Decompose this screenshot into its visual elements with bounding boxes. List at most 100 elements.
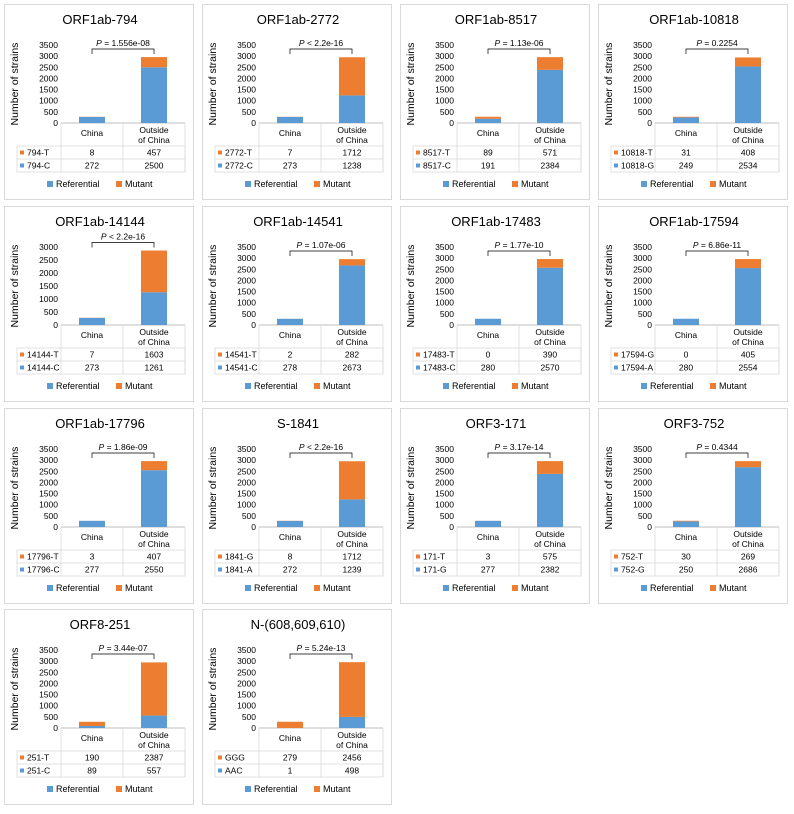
series-name: 17483-T — [423, 350, 455, 360]
legend-label-mutant: Mutant — [125, 784, 153, 794]
bar-referential — [141, 292, 167, 325]
bar-referential — [537, 69, 563, 123]
y-tick-label: 2000 — [633, 275, 652, 285]
legend-label-mutant: Mutant — [719, 381, 747, 391]
data-label: 2500 — [145, 161, 164, 171]
data-label: 1238 — [343, 161, 362, 171]
chart-title: ORF3-171 — [466, 416, 527, 431]
chart-title: ORF1ab-2772 — [257, 12, 339, 27]
legend-key — [20, 352, 24, 357]
legend-key — [614, 150, 618, 155]
table-header-outside: of China — [732, 135, 764, 145]
chart-panel: ORF1ab-794 Number of strains 0 500 1000 1500 2… — [4, 4, 194, 200]
legend-swatch-mutant — [116, 181, 122, 187]
bar-referential — [475, 118, 501, 123]
chart-panel: ORF1ab-2772 Number of strains 0 500 1000 1500… — [202, 4, 392, 200]
chart-panel: ORF3-752 Number of strains 0 500 1000 1500 200… — [598, 408, 788, 604]
y-tick-label: 2500 — [435, 62, 454, 72]
chart-panel: S-1841 Number of strains 0 500 1000 1500 2000 2… — [202, 408, 392, 604]
table-header-outside: of China — [732, 337, 764, 347]
y-axis-label: Number of strains — [9, 245, 21, 328]
series-name: 251-C — [27, 766, 50, 776]
y-tick-label: 2500 — [633, 466, 652, 476]
table-header-outside: of China — [138, 135, 170, 145]
y-tick-label: 0 — [53, 723, 58, 733]
y-tick-label: 3000 — [633, 455, 652, 465]
legend-key — [218, 365, 222, 370]
y-tick-label: 0 — [449, 522, 454, 532]
y-tick-label: 0 — [53, 118, 58, 128]
table-header-china: China — [675, 330, 697, 340]
significance-bracket — [487, 48, 551, 54]
data-label: 1603 — [145, 350, 164, 360]
series-name: GGG — [225, 753, 245, 763]
y-tick-label: 2000 — [237, 73, 256, 83]
chart-svg: N-(608,609,610) Number of strains 05001000… — [207, 617, 384, 794]
y-tick-label: 2000 — [435, 477, 454, 487]
data-label: 2534 — [739, 161, 758, 171]
bar-referential — [141, 67, 167, 123]
y-tick-label: 2500 — [435, 466, 454, 476]
legend-swatch-mutant — [116, 383, 122, 389]
y-tick-label: 2000 — [633, 73, 652, 83]
y-tick-label: 3000 — [39, 455, 58, 465]
data-label: 1712 — [343, 552, 362, 562]
series-name: 14144-T — [27, 350, 59, 360]
legend-label-mutant: Mutant — [719, 583, 747, 593]
y-tick-label: 3500 — [633, 40, 652, 50]
legend-key — [20, 768, 24, 773]
y-tick-label: 1000 — [39, 701, 58, 711]
chart-panel: ORF1ab-8517 Number of strains 0 500 1000 1500… — [400, 4, 590, 200]
y-tick-label: 2500 — [237, 466, 256, 476]
p-symbol: P — [101, 232, 107, 242]
data-label: 89 — [87, 766, 97, 776]
y-tick-label: 1500 — [39, 85, 58, 95]
series-name: 17483-C — [423, 363, 456, 373]
table-header-china: China — [81, 733, 103, 743]
chart-title: ORF1ab-14144 — [55, 214, 145, 229]
y-tick-label: 2000 — [237, 275, 256, 285]
table-header-china: China — [279, 330, 301, 340]
data-label: 1 — [288, 766, 293, 776]
bar-referential — [339, 265, 365, 325]
legend-key — [416, 163, 420, 168]
legend-label-referential: Referential — [56, 784, 100, 794]
bar-mutant — [537, 57, 563, 70]
y-axis-label: Number of strains — [603, 43, 615, 126]
y-tick-label: 500 — [638, 511, 652, 521]
legend-key — [614, 567, 618, 572]
bar-referential — [79, 726, 105, 728]
y-tick-label: 3500 — [237, 444, 256, 454]
y-tick-label: 0 — [449, 118, 454, 128]
p-symbol: P — [297, 643, 303, 653]
legend-swatch-referential — [641, 181, 647, 187]
table-header-china: China — [279, 532, 301, 542]
y-tick-label: 0 — [647, 118, 652, 128]
p-value-text: = 1.556e-08 — [102, 38, 150, 48]
y-tick-label: 3500 — [435, 242, 454, 252]
p-value-text: = 6.86e-11 — [699, 240, 742, 250]
y-tick-label: 1500 — [39, 690, 58, 700]
legend-key — [218, 163, 222, 168]
p-value: P = 1.07e-06 — [297, 240, 346, 250]
legend-swatch-mutant — [314, 181, 320, 187]
legend-swatch-mutant — [512, 181, 518, 187]
data-label: 7 — [288, 148, 293, 158]
legend-key — [20, 567, 24, 572]
p-symbol: P — [495, 240, 501, 250]
bar-referential — [339, 716, 365, 728]
legend-label-mutant: Mutant — [323, 784, 351, 794]
legend-key — [218, 768, 222, 773]
data-label: 2 — [288, 350, 293, 360]
legend-key — [614, 365, 618, 370]
y-axis-label: Number of strains — [405, 43, 417, 126]
bar-mutant — [475, 116, 501, 119]
series-name: 752-T — [621, 552, 643, 562]
y-tick-label: 3000 — [39, 656, 58, 666]
legend-key — [20, 365, 24, 370]
data-label: 269 — [741, 552, 755, 562]
table-header-china: China — [477, 330, 499, 340]
p-value-text: = 1.86e-09 — [104, 442, 148, 452]
